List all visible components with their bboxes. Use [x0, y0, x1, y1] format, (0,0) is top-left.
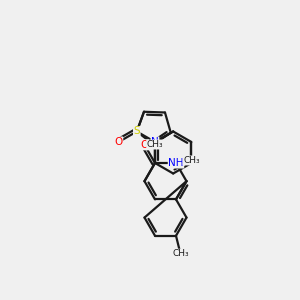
Text: CH₃: CH₃	[183, 156, 200, 165]
Text: NH: NH	[168, 158, 184, 168]
Text: N: N	[151, 137, 159, 147]
Text: S: S	[134, 127, 140, 136]
Text: O: O	[115, 137, 123, 147]
Text: CH₃: CH₃	[172, 249, 189, 258]
Text: CH₃: CH₃	[147, 140, 163, 149]
Text: O: O	[140, 140, 148, 150]
